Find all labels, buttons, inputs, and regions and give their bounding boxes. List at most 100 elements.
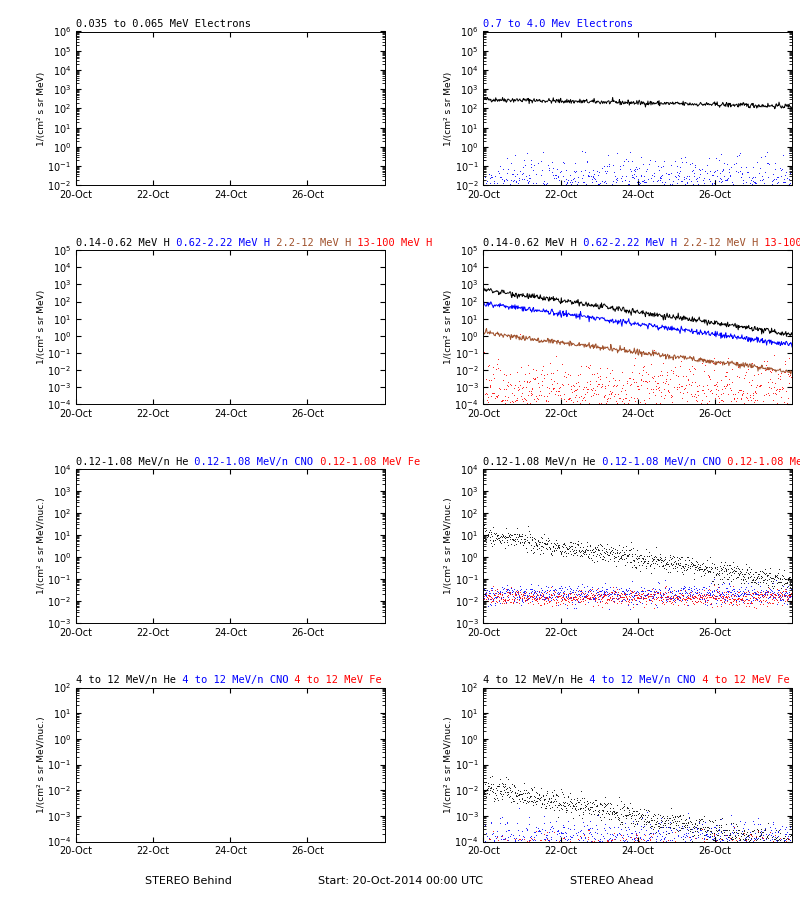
Point bbox=[569, 841, 582, 855]
Point bbox=[637, 178, 650, 193]
Point bbox=[685, 557, 698, 572]
Point bbox=[541, 837, 554, 851]
Point bbox=[612, 184, 625, 198]
Point bbox=[589, 824, 602, 839]
Point bbox=[730, 148, 743, 163]
Point bbox=[670, 556, 682, 571]
Point bbox=[672, 860, 685, 874]
Point bbox=[764, 855, 777, 869]
Point bbox=[654, 842, 667, 856]
Point bbox=[708, 588, 721, 602]
Point bbox=[489, 198, 502, 212]
Point bbox=[551, 598, 564, 612]
Point bbox=[567, 841, 580, 855]
Point bbox=[733, 842, 746, 857]
Point bbox=[718, 596, 731, 610]
Point bbox=[645, 811, 658, 825]
Point bbox=[481, 530, 494, 544]
Point bbox=[600, 542, 613, 556]
Point bbox=[766, 588, 778, 602]
Point bbox=[556, 802, 569, 816]
Point bbox=[584, 382, 597, 396]
Point bbox=[609, 832, 622, 846]
Point bbox=[653, 819, 666, 833]
Point bbox=[751, 367, 764, 382]
Point bbox=[774, 831, 786, 845]
Point bbox=[746, 835, 758, 850]
Point bbox=[672, 369, 685, 383]
Point bbox=[486, 360, 499, 374]
Point bbox=[534, 840, 546, 854]
Point bbox=[759, 593, 772, 608]
Point bbox=[499, 837, 512, 851]
Point bbox=[506, 174, 519, 188]
Point bbox=[556, 589, 569, 603]
Point bbox=[599, 845, 612, 859]
Point bbox=[753, 593, 766, 608]
Point bbox=[757, 573, 770, 588]
Point bbox=[536, 796, 549, 810]
Point bbox=[499, 838, 512, 852]
Point bbox=[769, 832, 782, 846]
Point bbox=[713, 584, 726, 598]
Point bbox=[625, 583, 638, 598]
Point bbox=[682, 814, 694, 829]
Point bbox=[558, 365, 571, 380]
Point bbox=[635, 587, 648, 601]
Point bbox=[625, 830, 638, 844]
Point bbox=[748, 585, 761, 599]
Point bbox=[769, 842, 782, 857]
Point bbox=[737, 573, 750, 588]
Point bbox=[585, 850, 598, 865]
Point bbox=[633, 366, 646, 381]
Point bbox=[533, 849, 546, 863]
Point bbox=[773, 562, 786, 576]
Point bbox=[745, 588, 758, 602]
Point bbox=[534, 588, 546, 602]
Point bbox=[757, 179, 770, 194]
Point bbox=[490, 177, 502, 192]
Point bbox=[720, 837, 733, 851]
Point bbox=[753, 584, 766, 598]
Point bbox=[774, 163, 787, 177]
Point bbox=[768, 412, 781, 427]
Point bbox=[710, 423, 723, 437]
Point bbox=[733, 197, 746, 211]
Point bbox=[644, 819, 657, 833]
Point bbox=[530, 166, 542, 181]
Point bbox=[722, 576, 735, 590]
Point bbox=[744, 194, 757, 208]
Point bbox=[708, 827, 721, 842]
Point bbox=[758, 178, 770, 193]
Point bbox=[704, 824, 717, 838]
Point bbox=[619, 386, 632, 400]
Point bbox=[650, 585, 663, 599]
Point bbox=[534, 824, 546, 839]
Point bbox=[517, 172, 530, 186]
Point bbox=[698, 597, 711, 611]
Point bbox=[594, 587, 607, 601]
Point bbox=[570, 193, 583, 207]
Point bbox=[566, 378, 579, 392]
Point bbox=[712, 588, 725, 602]
Point bbox=[678, 834, 690, 849]
Point bbox=[540, 586, 553, 600]
Point bbox=[598, 164, 611, 178]
Point bbox=[782, 590, 795, 605]
Point bbox=[481, 782, 494, 796]
Point bbox=[628, 351, 641, 365]
Point bbox=[606, 836, 619, 850]
Point bbox=[782, 837, 795, 851]
Point bbox=[588, 414, 601, 428]
Point bbox=[508, 848, 521, 862]
Point bbox=[694, 402, 706, 417]
Point bbox=[561, 581, 574, 596]
Point bbox=[585, 175, 598, 189]
Point bbox=[582, 589, 594, 603]
Point bbox=[769, 571, 782, 585]
Point bbox=[734, 383, 747, 398]
Point bbox=[755, 570, 768, 584]
Point bbox=[513, 843, 526, 858]
Point bbox=[730, 194, 742, 208]
Point bbox=[626, 826, 638, 841]
